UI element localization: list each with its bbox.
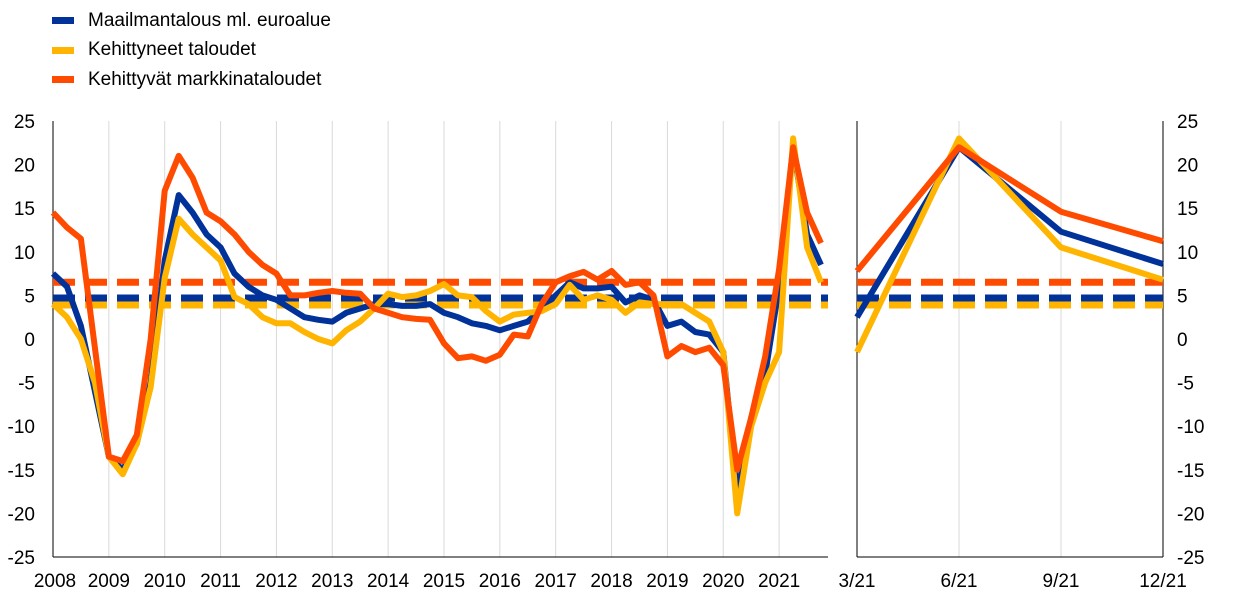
legend-label-emerging: Kehittyvät markkinataloudet xyxy=(88,68,322,90)
main-x-tick-label: 2021 xyxy=(758,571,800,592)
chart-legend: Maailmantalous ml. euroalue Kehittyneet … xyxy=(52,6,331,95)
main-y-tick-label: 10 xyxy=(14,243,35,264)
legend-item-advanced: Kehittyneet taloudet xyxy=(52,36,331,66)
main-x-tick-label: 2017 xyxy=(535,571,577,592)
detail-series-line-advanced xyxy=(854,135,1164,354)
main-series-line-world xyxy=(50,144,824,499)
main-y-tick-label: 0 xyxy=(24,330,35,351)
main-y-tick-label: 25 xyxy=(14,112,35,133)
detail-x-tick-label: 6/21 xyxy=(941,571,978,592)
main-x-tick-label: 2012 xyxy=(255,571,297,592)
detail-y-tick-label: 5 xyxy=(1177,286,1188,307)
detail-x-tick-label: 12/21 xyxy=(1139,571,1187,592)
main-y-tick-label: 20 xyxy=(14,156,35,177)
detail-panel: -25 -20 -15 -10 -5 0 5 10 15 20 25 3/21 6/21 9/21 12/2… xyxy=(839,112,1205,592)
detail-x-tick-label: 3/21 xyxy=(839,571,876,592)
main-panel: -25 -20 -15 -10 -5 0 5 10 15 20 25 2008 2009 2010 2011… xyxy=(8,112,828,592)
main-series-line-advanced xyxy=(50,135,824,517)
main-y-tick-label: -25 xyxy=(8,548,35,569)
detail-y-tick-label: 15 xyxy=(1177,199,1198,220)
legend-item-world: Maailmantalous ml. euroalue xyxy=(52,6,331,36)
main-y-tick-label: -20 xyxy=(8,504,35,525)
legend-swatch-world xyxy=(52,17,74,25)
detail-series-line-world xyxy=(854,144,1164,319)
detail-y-tick-label: -25 xyxy=(1177,548,1204,569)
detail-y-tick-label: 10 xyxy=(1177,243,1198,264)
detail-y-tick-label: -15 xyxy=(1177,461,1204,482)
main-series-line-emerging xyxy=(50,144,824,473)
main-x-tick-label: 2008 xyxy=(34,571,76,592)
legend-item-emerging: Kehittyvät markkinataloudet xyxy=(52,65,331,95)
main-x-tick-label: 2016 xyxy=(479,571,521,592)
main-x-tick-label: 2015 xyxy=(423,571,465,592)
detail-y-tick-label: 25 xyxy=(1177,112,1198,133)
main-x-tick-label: 2014 xyxy=(367,571,410,592)
main-y-tick-label: 5 xyxy=(24,286,35,307)
legend-swatch-emerging xyxy=(52,76,74,84)
detail-x-tick-label: 9/21 xyxy=(1043,571,1080,592)
main-x-tick-label: 2009 xyxy=(88,571,130,592)
main-y-tick-label: -15 xyxy=(8,461,35,482)
detail-y-tick-label: -20 xyxy=(1177,504,1204,525)
main-y-tick-label: 15 xyxy=(14,199,35,220)
detail-y-tick-label: 0 xyxy=(1177,330,1188,351)
main-x-tick-label: 2019 xyxy=(646,571,688,592)
main-x-tick-label: 2010 xyxy=(144,571,186,592)
legend-label-advanced: Kehittyneet taloudet xyxy=(88,39,256,61)
detail-y-tick-label: 20 xyxy=(1177,156,1198,177)
legend-label-world: Maailmantalous ml. euroalue xyxy=(88,9,331,31)
detail-series-line-emerging xyxy=(854,144,1164,273)
main-y-tick-label: -5 xyxy=(18,374,35,395)
main-x-tick-label: 2011 xyxy=(200,571,241,592)
legend-swatch-advanced xyxy=(52,46,74,54)
detail-y-tick-label: -5 xyxy=(1177,374,1194,395)
main-x-tick-label: 2013 xyxy=(311,571,353,592)
detail-y-tick-label: -10 xyxy=(1177,417,1204,438)
main-x-tick-label: 2018 xyxy=(590,571,632,592)
main-x-tick-label: 2020 xyxy=(702,571,744,592)
main-y-tick-label: -10 xyxy=(8,417,35,438)
